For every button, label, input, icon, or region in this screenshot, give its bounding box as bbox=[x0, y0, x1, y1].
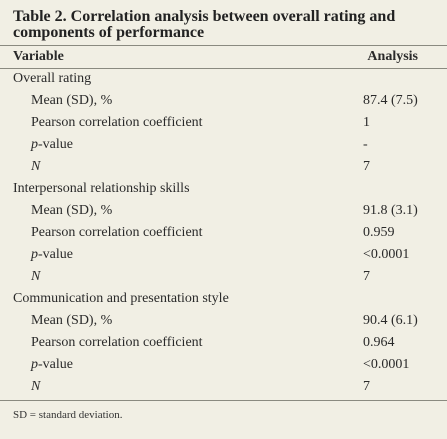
row-label: Mean (SD), % bbox=[31, 313, 113, 328]
row-value: 0.959 bbox=[363, 225, 395, 240]
row-label: p-value bbox=[31, 137, 73, 152]
row-label: Mean (SD), % bbox=[31, 203, 113, 218]
row-value: - bbox=[363, 137, 368, 152]
row-value: 7 bbox=[363, 159, 370, 174]
row-label: Pearson correlation coefficient bbox=[31, 115, 203, 130]
group-row: Overall rating bbox=[0, 68, 447, 90]
row-label: N bbox=[31, 269, 41, 284]
row-label: N bbox=[31, 379, 41, 394]
table-row: p-value - bbox=[0, 134, 447, 156]
table-row: N 7 bbox=[0, 156, 447, 178]
table-row: p-value <0.0001 bbox=[0, 354, 447, 376]
table-row: p-value <0.0001 bbox=[0, 244, 447, 266]
table-footnote: SD = standard deviation. bbox=[13, 409, 123, 421]
table-row: Pearson correlation coefficient 1 bbox=[0, 112, 447, 134]
table-row: N 7 bbox=[0, 376, 447, 398]
row-value: 0.964 bbox=[363, 335, 395, 350]
group-label: Overall rating bbox=[13, 71, 92, 86]
table-body: Overall rating Mean (SD), % 87.4 (7.5) P… bbox=[0, 68, 447, 398]
table-row: N 7 bbox=[0, 266, 447, 288]
row-value: 91.8 (3.1) bbox=[363, 203, 418, 218]
row-value: 7 bbox=[363, 379, 370, 394]
row-label: N bbox=[31, 159, 41, 174]
bottom-rule bbox=[0, 400, 447, 401]
row-value: <0.0001 bbox=[363, 247, 410, 262]
row-label: Pearson correlation coefficient bbox=[31, 335, 203, 350]
row-value: 90.4 (6.1) bbox=[363, 313, 418, 328]
group-row: Communication and presentation style bbox=[0, 288, 447, 310]
header-analysis: Analysis bbox=[367, 49, 418, 64]
header-variable: Variable bbox=[13, 49, 64, 64]
row-label: p-value bbox=[31, 357, 73, 372]
row-label: Pearson correlation coefficient bbox=[31, 225, 203, 240]
table-row: Pearson correlation coefficient 0.959 bbox=[0, 222, 447, 244]
top-rule bbox=[0, 45, 447, 46]
table-title: Table 2. Correlation analysis between ov… bbox=[13, 8, 396, 41]
row-value: 1 bbox=[363, 115, 370, 130]
table-row: Mean (SD), % 90.4 (6.1) bbox=[0, 310, 447, 332]
row-value: <0.0001 bbox=[363, 357, 410, 372]
table-row: Pearson correlation coefficient 0.964 bbox=[0, 332, 447, 354]
row-value: 7 bbox=[363, 269, 370, 284]
table-header: Variable Analysis bbox=[0, 48, 447, 68]
header-rule bbox=[0, 68, 447, 69]
row-label: Mean (SD), % bbox=[31, 93, 113, 108]
table-row: Mean (SD), % 91.8 (3.1) bbox=[0, 200, 447, 222]
row-value: 87.4 (7.5) bbox=[363, 93, 418, 108]
group-row: Interpersonal relationship skills bbox=[0, 178, 447, 200]
table-row: Mean (SD), % 87.4 (7.5) bbox=[0, 90, 447, 112]
group-label: Interpersonal relationship skills bbox=[13, 181, 190, 196]
row-label: p-value bbox=[31, 247, 73, 262]
group-label: Communication and presentation style bbox=[13, 291, 229, 306]
